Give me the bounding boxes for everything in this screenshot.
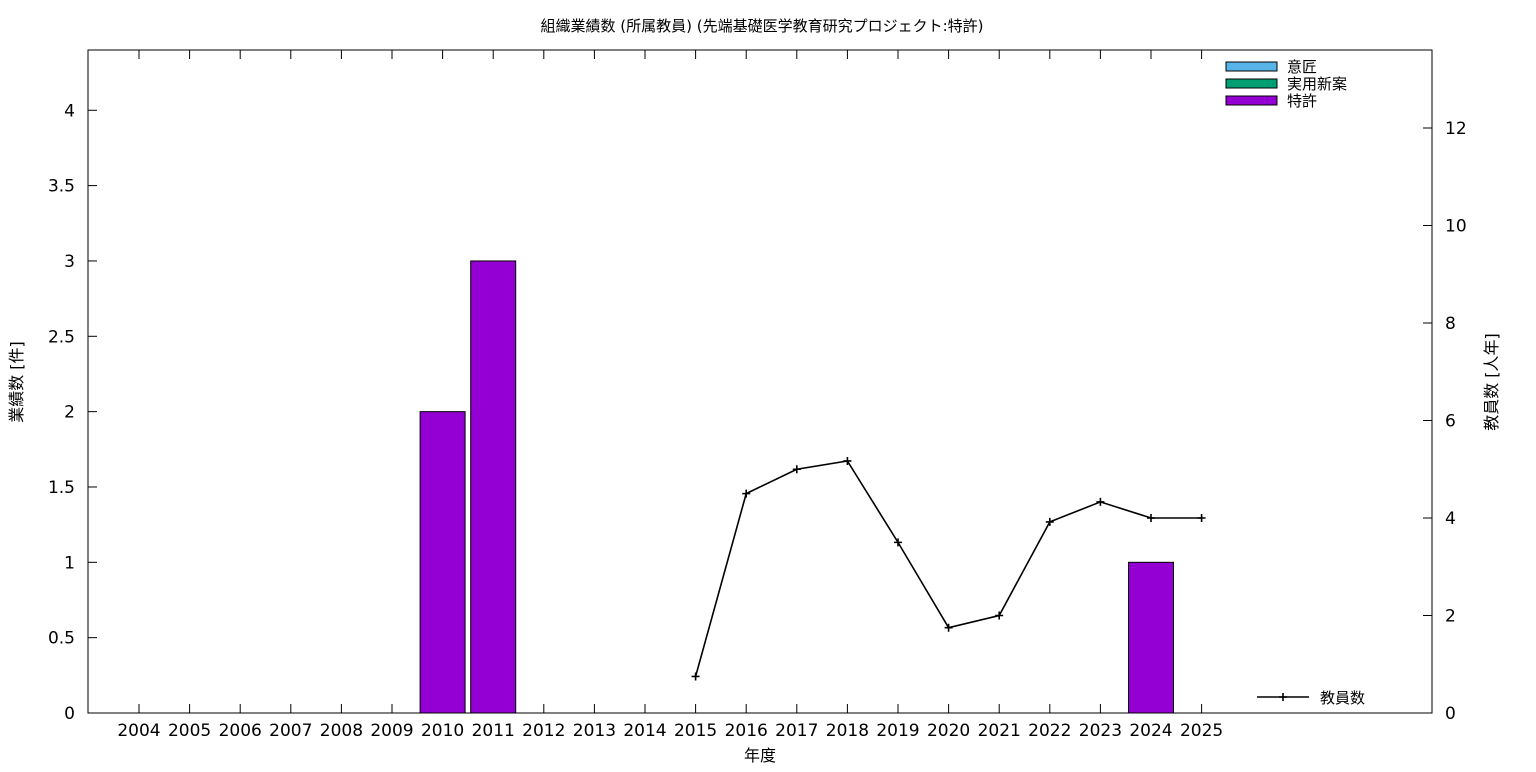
legend-label: 意匠 [1287,58,1317,76]
x-tick-label: 2020 [927,721,970,741]
plot-area [87,49,1433,714]
y2-tick-label: 8 [1445,314,1456,334]
y2-tick-label: 4 [1445,509,1456,529]
line-point-2019 [894,538,902,547]
y2-tick-label: 6 [1445,412,1456,432]
line-point-2017 [792,465,801,474]
y2-tick-label: 0 [1445,704,1456,724]
x-tick-label: 2019 [876,721,919,741]
line-legend-label: 教員数 [1320,689,1365,707]
x-tick-label: 2023 [1079,721,1122,741]
x-tick-label: 2013 [573,721,616,741]
line-legend: 教員数 [1257,689,1365,707]
x-tick-label: 2011 [472,721,515,741]
x-tick-label: 2022 [1028,721,1071,741]
y2-tick-label: 2 [1445,607,1456,627]
y2-tick-label: 12 [1445,119,1467,139]
y2-axis-label: 教員数 [人年] [1482,333,1501,431]
x-tick-label: 2005 [168,721,211,741]
x-tick-label: 2018 [826,721,869,741]
bar-特許-2011 [470,260,517,714]
line-point-2021 [995,611,1004,620]
x-tick-label: 2012 [522,721,565,741]
y2-tick-label: 10 [1445,217,1467,237]
x-axis-label: 年度 [744,746,776,765]
y-tick-label: 1.5 [48,478,75,498]
x-tick-label: 2008 [320,721,363,741]
line-legend-marker [1279,693,1287,701]
line-point-2025 [1197,514,1206,522]
x-tick-label: 2025 [1180,721,1223,741]
legend-label: 実用新案 [1287,75,1347,93]
y-tick-label: 0.5 [48,629,75,649]
line-point-2022 [1045,517,1054,526]
x-tick-label: 2024 [1129,721,1172,741]
line-point-2018 [843,456,852,465]
y-tick-label: 0 [64,704,75,724]
y-axis-left: 0 0.5 1 1.5 2 2.5 3 3.5 4 [48,101,97,724]
y-tick-label: 4 [64,101,75,121]
line-series [691,456,1206,681]
x-tick-label: 2015 [674,721,717,741]
y-tick-label: 2 [64,403,75,423]
line-path [694,460,1202,677]
x-tick-label: 2021 [978,721,1021,741]
line-point-2016 [742,489,751,498]
y-tick-label: 3.5 [48,177,75,197]
x-tick-label: 2017 [775,721,818,741]
bar-特許-2024 [1128,561,1174,714]
x-tick-label: 2016 [725,721,768,741]
line-point-2023 [1096,497,1105,506]
x-tick-label: 2007 [269,721,312,741]
chart-title: 組織業績数 (所属教員) (先端基礎医学教育研究プロジェクト:特許) [540,17,983,35]
legend-label: 特許 [1287,92,1317,110]
x-tick-label: 2010 [421,721,464,741]
x-axis: 2004 2005 2006 2007 2008 2009 2010 2011 2012 2013… [117,50,1223,741]
line-point-2024 [1147,514,1155,522]
x-tick-label: 2014 [623,721,666,741]
y-axis-right: 0 2 4 6 8 10 12 [1423,119,1467,724]
x-tick-label: 2006 [219,721,262,741]
line-point-2015 [691,672,700,681]
legend-swatch-特許 [1225,95,1278,106]
legend-swatch-意匠 [1225,61,1278,72]
x-tick-label: 2004 [117,721,160,741]
bar-特許-2010 [419,411,466,714]
legend-swatch-実用新案 [1225,78,1278,89]
bar-series [419,260,1174,714]
y-tick-label: 2.5 [48,327,75,347]
y-tick-label: 3 [64,252,75,272]
x-tick-label: 2009 [370,721,413,741]
y-tick-label: 1 [64,553,75,573]
y-axis-label: 業績数 [件] [7,341,26,423]
line-point-2020 [944,623,953,632]
